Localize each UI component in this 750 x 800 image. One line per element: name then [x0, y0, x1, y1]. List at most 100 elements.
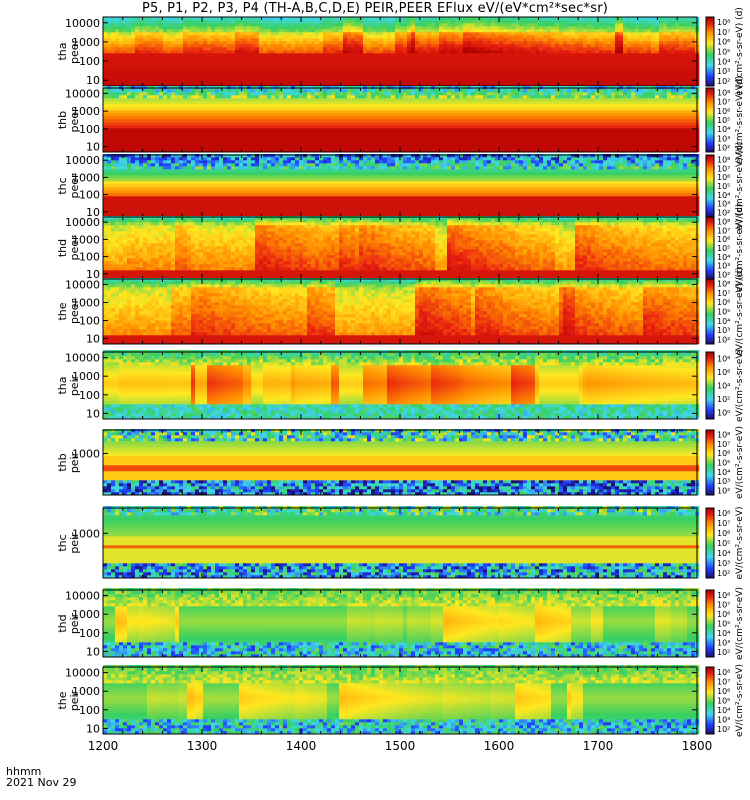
y-tick-label: 100: [79, 123, 100, 136]
y-tick-label: 100: [79, 315, 100, 328]
x-tick-label: 1200: [88, 739, 119, 753]
colorbar-tick-label: 10⁷: [717, 226, 730, 235]
heatmap-cells: [103, 216, 699, 279]
colorbar-tick-label: 10⁴: [717, 253, 730, 262]
y-tick-label: 10: [86, 74, 100, 87]
colorbar-tick-label: 10⁶: [717, 449, 730, 458]
y-tick-label: 10000: [65, 216, 100, 229]
colorbar-tick-label: 10²: [717, 271, 730, 280]
y-tick-label: 10000: [65, 590, 100, 603]
colorbar-tick-label: 10⁵: [717, 244, 730, 253]
heatmap-cells: [103, 506, 699, 578]
colorbar-tick-label: 10⁰: [717, 408, 730, 417]
colorbar-tick-label: 10⁴: [717, 57, 730, 66]
colorbar-tick-label: 10⁵: [717, 697, 730, 706]
heatmap-cells: [103, 17, 699, 86]
heatmap-cells: [103, 588, 699, 657]
y-tick-label: 1000: [72, 608, 100, 621]
colorbar-tick-label: 10⁴: [717, 468, 730, 477]
colorbar-tick-label: 10⁵: [717, 539, 730, 548]
y-tick-label: 10000: [65, 17, 100, 30]
y-tick-label: 10000: [65, 352, 100, 365]
colorbar-tick-label: 10⁴: [717, 317, 730, 326]
y-tick-label: 100: [79, 251, 100, 264]
colorbar-tick-label: 10²: [717, 77, 730, 86]
panel-tha-peer: thapeer1010010001000010²10³10⁴10⁵10⁶10⁷1…: [56, 7, 745, 96]
colorbar-tick-label: 10⁸: [717, 89, 730, 98]
colorbar-tick-label: 10⁶: [717, 610, 730, 619]
colorbar-tick-label: 10²: [717, 335, 730, 344]
y-tick-label: 1000: [72, 685, 100, 698]
y-tick-label: 100: [79, 389, 100, 402]
colorbar-label: eV/(cm²-s-sr-eV): [735, 664, 745, 737]
spectrogram-stack: thapeer1010010001000010²10³10⁴10⁵10⁶10⁷1…: [0, 0, 750, 800]
y-tick-label: 1000: [72, 296, 100, 309]
heatmap-cells: [103, 154, 699, 217]
panel-thb-peer: thbpeer1010010001000010²10³10⁴10⁵10⁶10⁷1…: [56, 76, 745, 165]
y-tick-label: 1000: [72, 233, 100, 246]
colorbar-label: eV/(cm²-s-sr-eV) (d): [735, 267, 745, 356]
colorbar-tick-label: 10²: [717, 725, 730, 734]
colorbar-tick-label: 10⁷: [717, 164, 730, 173]
colorbar-tick-label: 10⁸: [717, 668, 730, 677]
colorbar-tick-label: 10⁶: [717, 298, 730, 307]
colorbar-tick-label: 10⁵: [717, 182, 730, 191]
colorbar-tick-label: 10²: [717, 395, 730, 404]
colorbar-tick-label: 10²: [717, 486, 730, 495]
colorbar-tick-label: 10⁸: [717, 355, 730, 364]
heatmap-cells: [103, 86, 699, 152]
colorbar-tick-label: 10⁶: [717, 529, 730, 538]
colorbar-tick-label: 10²: [717, 143, 730, 152]
y-tick-label: 100: [79, 704, 100, 717]
y-tick-label: 100: [79, 627, 100, 640]
x-tick-label: 1600: [484, 739, 515, 753]
colorbar-tick-label: 10⁸: [717, 591, 730, 600]
colorbar-tick-label: 10⁶: [717, 173, 730, 182]
colorbar-tick-label: 10⁶: [717, 235, 730, 244]
colorbar-label: eV/(cm²-s-sr-eV): [735, 426, 745, 499]
y-tick-label: 1000: [72, 447, 100, 460]
y-tick-label: 1000: [72, 370, 100, 383]
panel-the-peer: thepeer1010010001000010²10³10⁴10⁵10⁶10⁷1…: [56, 267, 745, 356]
colorbar-tick-label: 10⁷: [717, 289, 730, 298]
colorbar-tick-label: 10⁵: [717, 116, 730, 125]
colorbar-label: eV/(cm²-s-sr-eV): [735, 587, 745, 660]
colorbar-tick-label: 10³: [717, 326, 730, 335]
colorbar-tick-label: 10⁷: [717, 98, 730, 107]
y-tick-label: 10: [86, 333, 100, 346]
x-tick-label: 1700: [583, 739, 614, 753]
y-tick-label: 10: [86, 407, 100, 420]
colorbar-tick-label: 10⁸: [717, 509, 730, 518]
colorbar-tick-label: 10³: [717, 262, 730, 271]
y-tick-label: 1000: [72, 171, 100, 184]
heatmap-cells: [103, 278, 699, 344]
colorbar-tick-label: 10²: [717, 569, 730, 578]
heatmap-cells: [103, 665, 699, 734]
heatmap-cells: [103, 429, 699, 495]
y-tick-label: 10000: [65, 278, 100, 291]
colorbar-tick-label: 10³: [717, 559, 730, 568]
panel-the-peir: thepeir1010010001000010²10³10⁴10⁵10⁶10⁷1…: [56, 664, 745, 737]
colorbar-tick-label: 10²: [717, 209, 730, 218]
colorbar-tick-label: 10⁸: [717, 155, 730, 164]
colorbar-tick-label: 10⁵: [717, 48, 730, 57]
colorbar-tick-label: 10³: [717, 200, 730, 209]
y-tick-label: 10000: [65, 87, 100, 100]
x-tick-label: 1400: [286, 739, 317, 753]
x-tick-label: 1300: [187, 739, 218, 753]
heatmap-cells: [103, 350, 699, 419]
y-tick-label: 10000: [65, 667, 100, 680]
colorbar-tick-label: 10⁴: [717, 629, 730, 638]
colorbar-tick-label: 10⁴: [717, 191, 730, 200]
colorbar-tick-label: 10⁷: [717, 519, 730, 528]
colorbar-tick-label: 10⁸: [717, 280, 730, 289]
colorbar-tick-label: 10⁸: [717, 18, 730, 27]
colorbar-tick-label: 10³: [717, 477, 730, 486]
colorbar-tick-label: 10⁴: [717, 382, 730, 391]
x-tick-label: 1800: [682, 739, 713, 753]
